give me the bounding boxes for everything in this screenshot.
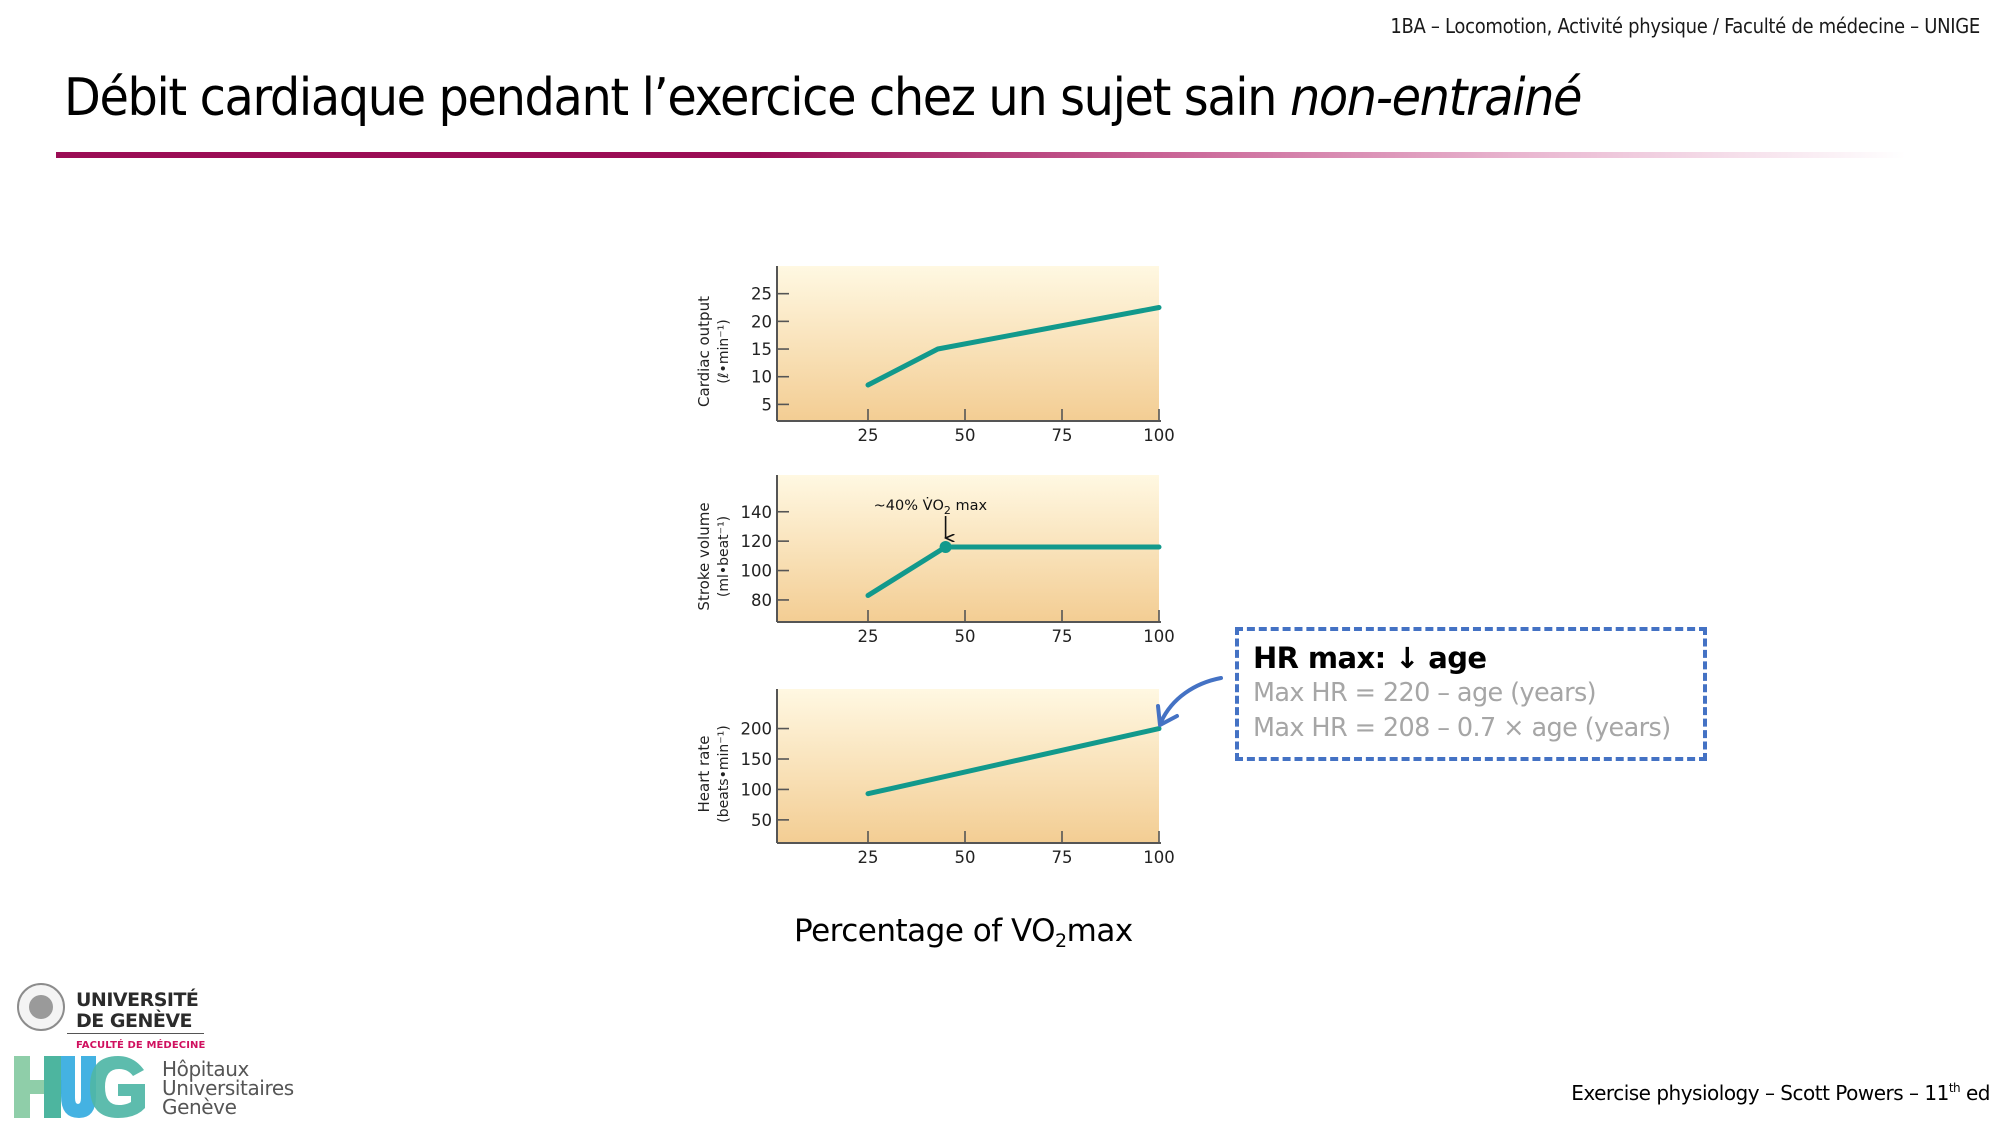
svg-text:100: 100	[741, 562, 773, 581]
chart-panel-2: 80 100 120 140 25 50 75 100 Stroke volume (ml•bea…	[695, 475, 1175, 646]
svg-text:100: 100	[1143, 627, 1175, 646]
svg-text:Stroke volume: Stroke volume	[695, 502, 713, 610]
svg-text:20: 20	[751, 312, 772, 331]
title-underline	[56, 152, 1906, 158]
chart-panel-1: 5 10 15 20 25 25 50 75 100 Cardiac output (ℓ•min⁻¹…	[695, 266, 1175, 445]
svg-text:50: 50	[955, 426, 976, 445]
svg-text:200: 200	[741, 720, 773, 739]
unige-name: UNIVERSITÉ DE GENÈVE	[76, 989, 199, 1032]
x-axis-label-tail: max	[1066, 913, 1134, 949]
series-line	[865, 305, 1162, 388]
series-line	[865, 726, 1162, 797]
footer-reference-sup: th	[1948, 1081, 1961, 1095]
x-axis-label: Percentage of VO2max	[794, 913, 1133, 952]
hug-name: Hôpitaux Universitaires Genève	[162, 1057, 294, 1119]
footer-reference-tail: ed	[1960, 1081, 1991, 1105]
svg-text:25: 25	[751, 285, 772, 304]
svg-text:Cardiac output: Cardiac output	[695, 296, 713, 407]
callout-formula-1: Max HR = 220 – age (years)	[1253, 678, 1597, 708]
callout-heading: HR max: ↓ age	[1253, 641, 1487, 675]
svg-text:(ml•beat⁻¹): (ml•beat⁻¹)	[716, 516, 732, 597]
hug-logo: Hôpitaux Universitaires Genève	[14, 1056, 294, 1120]
chart-panel-3: 50 100 150 200 25 50 75 100 Heart rate (beats•min…	[695, 689, 1175, 867]
hug-name-line3: Genève	[162, 1095, 237, 1119]
svg-text:100: 100	[741, 780, 773, 799]
unige-faculty: FACULTÉ DE MÉDECINE	[76, 1040, 206, 1051]
course-header: 1BA – Locomotion, Activité physique / Fa…	[1390, 14, 1980, 38]
svg-text:5: 5	[762, 395, 773, 414]
svg-text:25: 25	[858, 848, 879, 867]
x-axis-label-main: Percentage of VO	[794, 913, 1056, 949]
unige-seal-icon	[17, 983, 65, 1031]
svg-text:50: 50	[751, 811, 772, 830]
svg-text:25: 25	[858, 627, 879, 646]
title-italic: non-entrainé	[1289, 68, 1583, 128]
unige-name-line2: DE GENÈVE	[76, 1010, 193, 1032]
hr-max-callout: HR max: ↓ age Max HR = 220 – age (years)…	[1235, 627, 1707, 761]
unige-divider	[67, 1033, 204, 1034]
callout-arrow-icon	[1156, 676, 1223, 727]
hug-name-line1: Hôpitaux	[162, 1057, 249, 1081]
svg-text:15: 15	[751, 340, 772, 359]
svg-text:140: 140	[741, 503, 773, 522]
slide-title: Débit cardiaque pendant l’exercice chez …	[64, 68, 1583, 128]
footer-reference-main: Exercise physiology – Scott Powers – 11	[1571, 1081, 1949, 1105]
svg-text:75: 75	[1052, 848, 1073, 867]
svg-text:75: 75	[1052, 426, 1073, 445]
svg-text:50: 50	[955, 627, 976, 646]
hug-letters-icon	[14, 1056, 145, 1118]
svg-text:Heart rate: Heart rate	[695, 736, 713, 813]
svg-text:100: 100	[1143, 848, 1175, 867]
callout-formula-2: Max HR = 208 – 0.7 × age (years)	[1253, 713, 1671, 743]
title-regular: Débit cardiaque pendant l’exercice chez …	[64, 68, 1290, 128]
footer-reference: Exercise physiology – Scott Powers – 11t…	[1571, 1081, 1990, 1105]
svg-text:120: 120	[741, 532, 773, 551]
unige-name-line1: UNIVERSITÉ	[76, 989, 199, 1011]
svg-text:25: 25	[858, 426, 879, 445]
svg-text:(beats•min⁻¹): (beats•min⁻¹)	[716, 725, 732, 822]
svg-text:10: 10	[751, 368, 772, 387]
svg-text:75: 75	[1052, 627, 1073, 646]
svg-text:50: 50	[955, 848, 976, 867]
svg-text:(ℓ•min⁻¹): (ℓ•min⁻¹)	[716, 319, 732, 383]
svg-text:80: 80	[751, 591, 772, 610]
annotation-vo2max: ~40% V̇O2 max	[874, 497, 988, 517]
chart-panels: 5 10 15 20 25 25 50 75 100 Cardiac output (ℓ•min⁻¹…	[695, 266, 1175, 867]
svg-text:150: 150	[741, 750, 773, 769]
hug-name-line2: Universitaires	[162, 1076, 294, 1100]
unige-logo: UNIVERSITÉ DE GENÈVE FACULTÉ DE MÉDECINE	[14, 982, 206, 1057]
x-axis-label-sub: 2	[1055, 930, 1067, 952]
svg-text:100: 100	[1143, 426, 1175, 445]
